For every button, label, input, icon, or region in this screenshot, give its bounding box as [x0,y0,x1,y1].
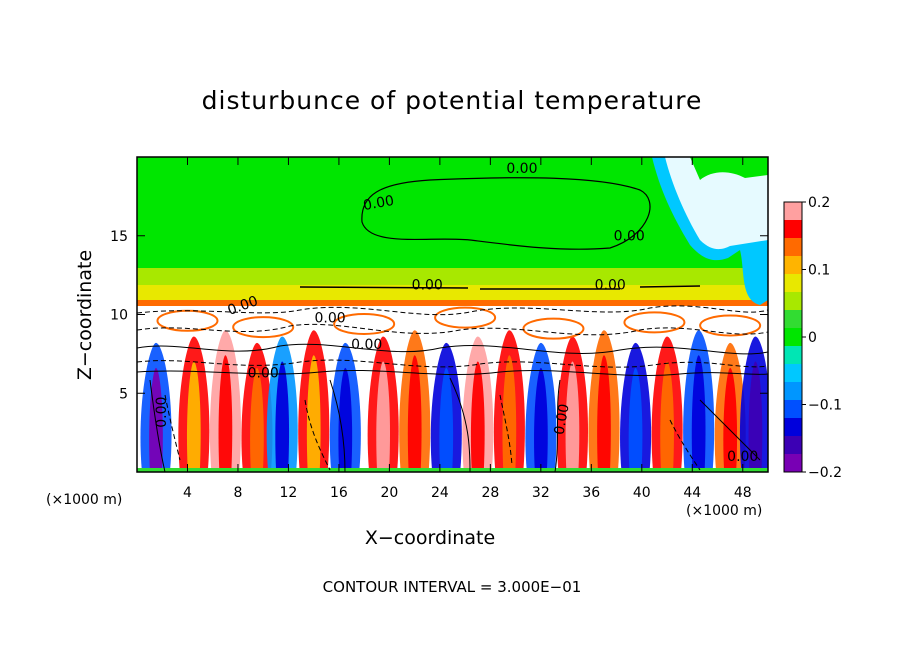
cell-inner [628,367,643,472]
colorbar-swatch [784,238,802,257]
colorbar-swatch [784,418,802,437]
turbulent-blob [434,306,497,329]
cell-inner [534,367,548,472]
cell-inner [250,367,264,472]
z-axis-ticks: 5 10 15 [110,229,768,402]
contour-label: 0.00 [362,193,395,214]
contour-solid-2 [137,369,768,376]
convective-cells [137,306,768,472]
colorbar-swatch [784,292,802,311]
x-tick-label: 12 [280,485,298,501]
contour-lines [137,177,768,472]
contour-zero-upper [361,177,651,250]
contour-label: 0.00 [412,277,443,293]
contour-dashed-2 [137,323,768,336]
plume-core [665,157,768,250]
colorbar-tick-label: 0.2 [808,195,830,211]
x-tick-label: 44 [683,485,701,501]
cell-inner [470,361,485,472]
contour-label: 0.00 [315,310,346,326]
turbulent-blob [699,314,762,337]
cell-inner [691,355,706,472]
colorbar-tick-label: 0.1 [808,263,830,279]
contour-label: 0.00 [614,228,645,244]
x-tick-label: 24 [431,485,449,501]
contour-label: 0.00 [506,161,537,177]
cell-inner [218,355,233,472]
colorbar-tick-label: 0 [808,330,817,346]
contour-lower-solid [149,377,761,472]
colorbar-swatch [784,202,802,221]
x-tick-label: 28 [481,485,499,501]
colorbar-swatch [784,382,802,401]
cell-inner [748,361,763,472]
x-tick-label: 32 [532,485,550,501]
cell-inner [338,367,353,472]
turbulent-blob [522,317,585,340]
contour-label: 0.00 [595,277,626,293]
colorbar-swatch [784,400,802,419]
contour-lower-dashed [164,394,701,471]
x-axis-label: X−coordinate [364,527,496,549]
contour-label: 0.00 [552,403,573,436]
contour-label: 0.00 [727,449,758,465]
surface-band [137,468,768,472]
colorbar-swatch [784,364,802,383]
turbulent-blob [232,316,295,339]
colorbar-swatch [784,454,802,473]
x-axis-ticks: 4 8 12 16 20 24 28 32 36 40 44 48 [183,157,752,501]
colorbar-tick-label: −0.2 [808,465,842,481]
cell-inner [407,355,422,472]
contour-solid-1 [137,343,768,355]
cell-inner [723,367,738,472]
cell-inner [597,355,611,472]
colorbar: 0.2 0.1 0 −0.1 −0.2 [783,195,842,481]
turbulent-blob [623,311,686,334]
colorbar-swatch [784,310,802,329]
x-tick-label: 20 [380,485,398,501]
z-unit-label: (×1000 m) [46,492,123,508]
colorbar-swatch [784,346,802,365]
contour-label: 0.00 [351,337,382,353]
colorbar-swatch [784,274,802,293]
x-tick-label: 40 [633,485,651,501]
turbulent-blob [333,312,396,335]
cell-inner [439,367,454,472]
cell-inner [275,361,290,472]
colorbar-swatch [784,256,802,275]
contour-label: 0.00 [248,366,279,382]
turbulent-blob [156,309,219,332]
cell-inner [565,361,580,472]
x-tick-label: 48 [734,485,752,501]
x-tick-label: 36 [582,485,600,501]
colorbar-tick-label: −0.1 [808,398,842,414]
x-tick-label: 4 [183,485,192,501]
contour-interval-note: CONTOUR INTERVAL = 3.000E−01 [322,578,582,596]
contour-dashed-1 [137,305,768,316]
colorbar-swatch [784,436,802,455]
x-tick-label: 16 [330,485,348,501]
colorbar-swatch [784,328,802,347]
cell-inner [186,361,201,472]
contour-label: 0.00 [154,397,170,428]
x-unit-label: (×1000 m) [686,503,763,519]
z-tick-label: 15 [110,229,128,245]
colorbar-swatch [784,220,802,239]
contour-label-group: 0.00 0.00 0.00 0.00 0.00 0.00 0.00 0.00 0.00 0.00… [154,161,758,465]
z-tick-label: 10 [110,308,128,324]
cell-inner [502,355,517,472]
plume-top [690,157,768,180]
z-tick-label: 5 [119,386,128,402]
tropopause-band [137,300,768,306]
x-tick-label: 8 [233,485,242,501]
cell-inner [376,361,391,472]
chart-title: disturbunce of potential temperature [201,86,703,115]
contour-zero-mid [299,285,701,290]
cell-inner [660,361,674,472]
